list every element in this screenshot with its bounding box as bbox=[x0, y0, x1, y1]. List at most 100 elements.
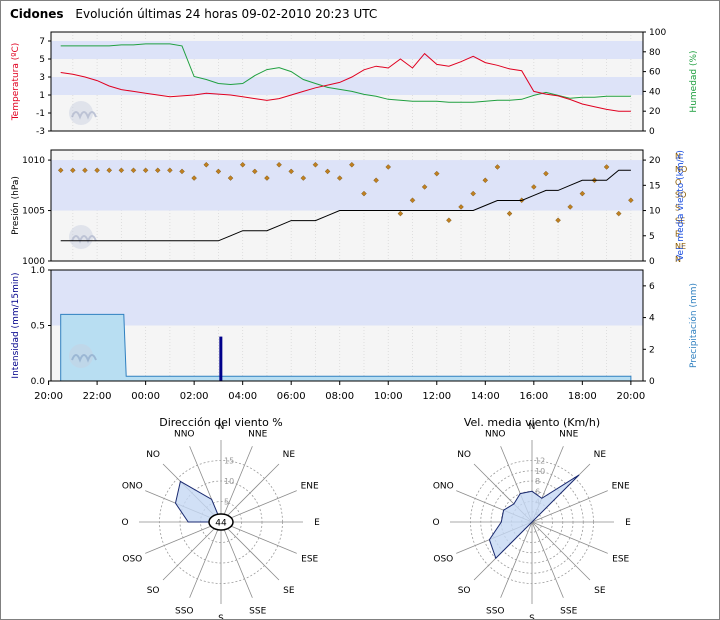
wind-direction-dot bbox=[142, 167, 149, 174]
chart-header: Cidones Evolución últimas 24 horas 09-02… bbox=[10, 7, 377, 21]
wind-direction-dot bbox=[470, 190, 476, 197]
rose-title: Vel. media viento (Km/h) bbox=[464, 416, 600, 429]
rose-direction-label: SO bbox=[147, 586, 160, 596]
y2-tick-label: 5 bbox=[649, 232, 655, 242]
rose-direction-label: NO bbox=[146, 450, 160, 460]
wind-direction-dot bbox=[215, 168, 222, 175]
rose-direction-label: NE bbox=[594, 450, 607, 460]
wind-direction-dot bbox=[494, 164, 501, 170]
logo-wave bbox=[71, 235, 97, 244]
wind-direction-dot bbox=[118, 167, 125, 174]
direction-axis-label: SO bbox=[675, 191, 686, 200]
wind-direction-dot bbox=[482, 177, 489, 184]
panel-frame bbox=[50, 149, 644, 262]
y2-axis-label: Humedad (%) bbox=[689, 50, 699, 112]
rose-title: Dirección del viento % bbox=[159, 416, 283, 429]
y2-tick-label: 10 bbox=[649, 207, 661, 217]
humidity-line bbox=[60, 43, 631, 103]
direction-axis-label: E bbox=[675, 229, 680, 238]
wind-direction-dot bbox=[543, 170, 549, 177]
y2-tick-label: 0 bbox=[649, 257, 655, 267]
rose-ring-label: 5 bbox=[224, 498, 229, 507]
x-tick-label: 00:00 bbox=[131, 391, 160, 402]
wind-direction-dot bbox=[203, 161, 210, 168]
wind-direction-dot bbox=[167, 167, 173, 174]
wind-direction-dot bbox=[252, 168, 258, 175]
wind-direction-dot bbox=[603, 164, 610, 170]
y2-tick-label: 80 bbox=[649, 48, 661, 58]
rose-ring-label: 10 bbox=[224, 477, 234, 486]
wind-direction-dot bbox=[227, 175, 234, 181]
y-tick-label: 7 bbox=[39, 37, 45, 47]
y2-tick-label: 100 bbox=[649, 28, 666, 38]
wind-direction-dot bbox=[57, 167, 64, 174]
band bbox=[51, 270, 643, 326]
rose-direction-label: SE bbox=[594, 586, 606, 596]
rose-direction-label: S bbox=[218, 614, 224, 619]
direction-axis-label: S bbox=[675, 204, 680, 213]
rose-direction-label: E bbox=[314, 518, 320, 528]
x-tick-label: 20:00 bbox=[34, 391, 63, 402]
wind-direction-dot bbox=[179, 168, 185, 175]
x-tick-label: 12:00 bbox=[422, 391, 451, 402]
rose-direction-label: NNE bbox=[559, 429, 578, 439]
wind-direction-dot bbox=[82, 167, 88, 174]
rose-ring bbox=[521, 511, 543, 533]
wind-direction-dot bbox=[154, 167, 161, 174]
wind-direction-dot bbox=[397, 210, 404, 217]
x-tick-label: 08:00 bbox=[325, 391, 354, 402]
rose-direction-label: OSO bbox=[122, 555, 142, 565]
wind-direction-dot bbox=[312, 161, 319, 168]
temperature-line bbox=[60, 52, 631, 112]
panel-frame bbox=[50, 269, 644, 382]
rose-ring-label: 15 bbox=[224, 457, 234, 466]
y-tick-label: -1 bbox=[36, 109, 45, 119]
calm-label: 44 bbox=[215, 519, 227, 529]
rose-direction-label: N bbox=[218, 422, 225, 432]
logo-circle bbox=[69, 344, 93, 368]
wind-direction-dot bbox=[324, 168, 331, 175]
wind-direction-dot bbox=[106, 167, 112, 174]
rose-direction-label: E bbox=[625, 518, 631, 528]
wind-direction-dot bbox=[349, 161, 355, 168]
rose-ring bbox=[159, 460, 283, 584]
wind-direction-dot bbox=[373, 177, 379, 184]
rose-direction-label: ENE bbox=[301, 481, 319, 491]
wind-direction-dot bbox=[579, 190, 586, 197]
intensity-bar bbox=[219, 336, 223, 381]
logo-watermark bbox=[69, 344, 97, 368]
band bbox=[51, 160, 643, 211]
wind-direction-dot bbox=[567, 204, 573, 210]
wind-direction-dot bbox=[288, 168, 294, 175]
rose-direction-label: O bbox=[432, 518, 439, 528]
rose-direction-label: ESE bbox=[612, 555, 629, 565]
y-tick-label: 3 bbox=[39, 73, 45, 83]
y2-tick-label: 0 bbox=[649, 377, 655, 387]
logo-circle bbox=[69, 101, 93, 125]
y-tick-label: 0.5 bbox=[31, 322, 45, 332]
y2-axis-label: Vel. media viento (km/h) bbox=[676, 150, 686, 261]
y2-tick-label: 6 bbox=[649, 282, 655, 292]
y-tick-label: 1 bbox=[39, 91, 45, 101]
y-tick-label: 1005 bbox=[22, 207, 45, 217]
y2-tick-label: 2 bbox=[649, 345, 655, 355]
rose-direction-label: NO bbox=[457, 450, 471, 460]
direction-axis-label: O bbox=[675, 178, 681, 187]
rose-direction-label: ESE bbox=[301, 555, 318, 565]
rose-ring bbox=[490, 480, 574, 564]
y2-axis-label: Precipitación (mm) bbox=[688, 283, 699, 368]
rose-ring bbox=[179, 480, 263, 564]
wind-direction-dot bbox=[531, 184, 537, 190]
logo-wave bbox=[71, 111, 97, 120]
wind-direction-dots bbox=[57, 161, 634, 224]
rose-direction-label: ENE bbox=[612, 481, 630, 491]
x-tick-label: 04:00 bbox=[228, 391, 257, 402]
y-tick-label: -3 bbox=[36, 127, 45, 137]
logo-wave bbox=[71, 354, 97, 363]
wind-direction-dot bbox=[361, 190, 367, 197]
wind-direction-dot bbox=[421, 184, 428, 190]
rose-direction-label: NNO bbox=[174, 429, 195, 439]
rose-direction-label: SE bbox=[283, 586, 295, 596]
calm-ellipse bbox=[208, 513, 234, 531]
y-tick-label: 1010 bbox=[22, 156, 45, 166]
